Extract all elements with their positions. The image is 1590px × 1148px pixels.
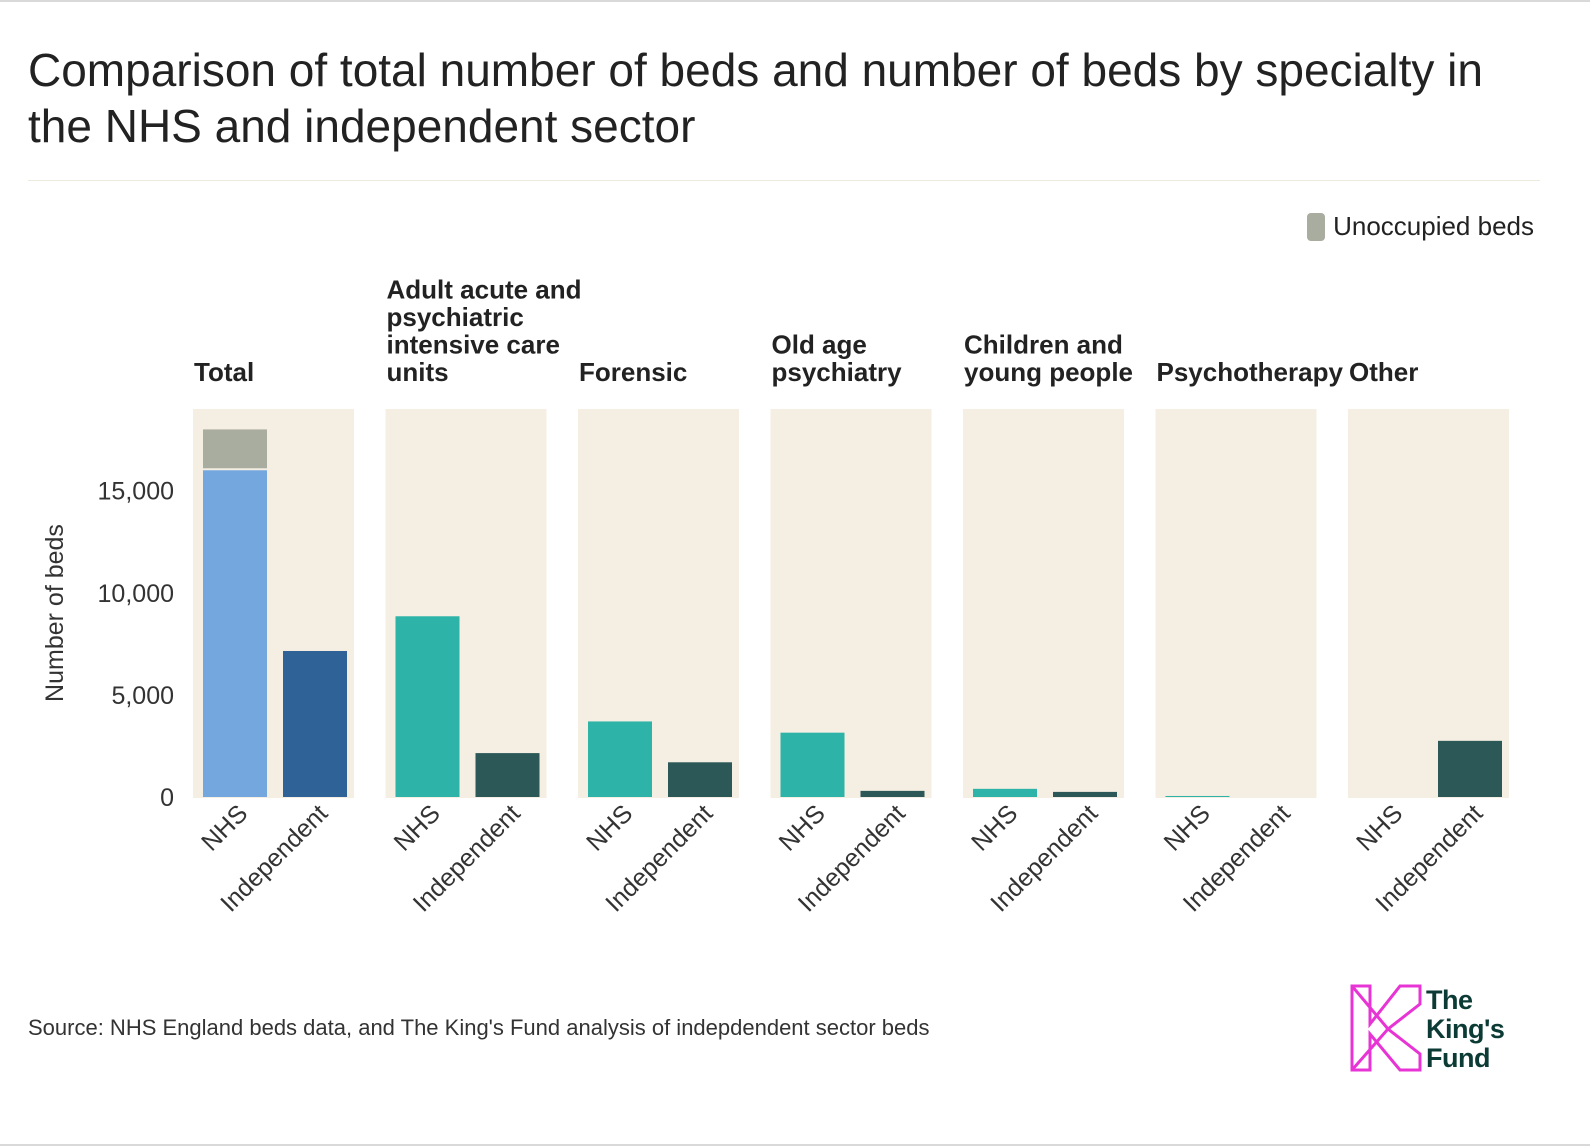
panel-title: young people xyxy=(964,357,1133,387)
bar-unoccupied-total-nhs xyxy=(203,429,267,469)
y-axis-label: Number of beds xyxy=(41,524,69,702)
legend: Unoccupied beds xyxy=(1307,211,1534,242)
x-tick-label: NHS xyxy=(389,799,446,856)
bottom-rule xyxy=(0,1144,1590,1146)
logo-text-line-1: The xyxy=(1426,985,1473,1015)
x-tick-label: NHS xyxy=(1351,799,1408,856)
x-tick-label: NHS xyxy=(1159,799,1216,856)
panel-bg-other xyxy=(1348,409,1509,798)
bar-total-independent xyxy=(283,650,347,797)
bar-adult-acute-and-psychiatric-intensive-care-units-independent xyxy=(475,753,540,797)
bar-adult-acute-and-psychiatric-intensive-care-units-nhs xyxy=(395,616,460,797)
x-tick-label: NHS xyxy=(196,799,253,856)
x-tick-label: NHS xyxy=(581,799,638,856)
bed-chart: 0 5,000 10,000 15,000 Number of beds Total NHS… xyxy=(41,275,1509,918)
logo-wordmark: The King's Fund xyxy=(1426,985,1505,1073)
logo-text-line-2: King's xyxy=(1426,1014,1505,1044)
top-rule xyxy=(0,0,1590,2)
source-note: Source: NHS England beds data, and The K… xyxy=(28,1015,930,1040)
panel-title: Children and xyxy=(964,330,1123,360)
x-tick-label: NHS xyxy=(966,799,1023,856)
y-tick-label: 15,000 xyxy=(98,478,174,506)
y-tick-label: 0 xyxy=(160,784,174,812)
bar-children-and-young-people-nhs xyxy=(973,788,1037,797)
panel-bg-children-and-young-people xyxy=(963,409,1124,798)
bar-old-age-psychiatry-independent xyxy=(860,790,925,797)
panel-title: Other xyxy=(1349,357,1418,387)
panel-title: Psychotherapy xyxy=(1157,357,1344,387)
panel-bg-psychotherapy xyxy=(1155,409,1317,798)
panel-title: units xyxy=(387,357,449,387)
x-tick-label: NHS xyxy=(774,799,831,856)
bar-forensic-independent xyxy=(668,762,732,797)
y-tick-label: 5,000 xyxy=(111,682,174,710)
panel-title: Adult acute and xyxy=(387,275,582,305)
panel-title: Total xyxy=(194,357,254,387)
legend-label-unoccupied: Unoccupied beds xyxy=(1333,211,1534,241)
panel-title: intensive care xyxy=(387,330,560,360)
y-tick-label: 10,000 xyxy=(98,580,174,608)
bar-other-independent xyxy=(1438,740,1502,797)
bar-old-age-psychiatry-nhs xyxy=(780,732,845,797)
legend-swatch-unoccupied xyxy=(1307,212,1326,241)
bar-forensic-nhs xyxy=(588,721,652,797)
chart-title: Comparison of total number of beds and n… xyxy=(28,44,1483,152)
title-divider xyxy=(28,180,1540,181)
panel-title: Old age xyxy=(772,330,867,360)
panel-title: psychiatric xyxy=(387,302,524,332)
panel-title: psychiatry xyxy=(772,357,903,387)
kings-fund-logo-icon xyxy=(1350,984,1422,1072)
bar-children-and-young-people-independent xyxy=(1053,791,1117,797)
panel-title: Forensic xyxy=(579,357,687,387)
bar-total-nhs xyxy=(203,470,267,797)
bar-psychotherapy-nhs xyxy=(1165,795,1230,797)
logo-text-line-3: Fund xyxy=(1426,1043,1490,1073)
